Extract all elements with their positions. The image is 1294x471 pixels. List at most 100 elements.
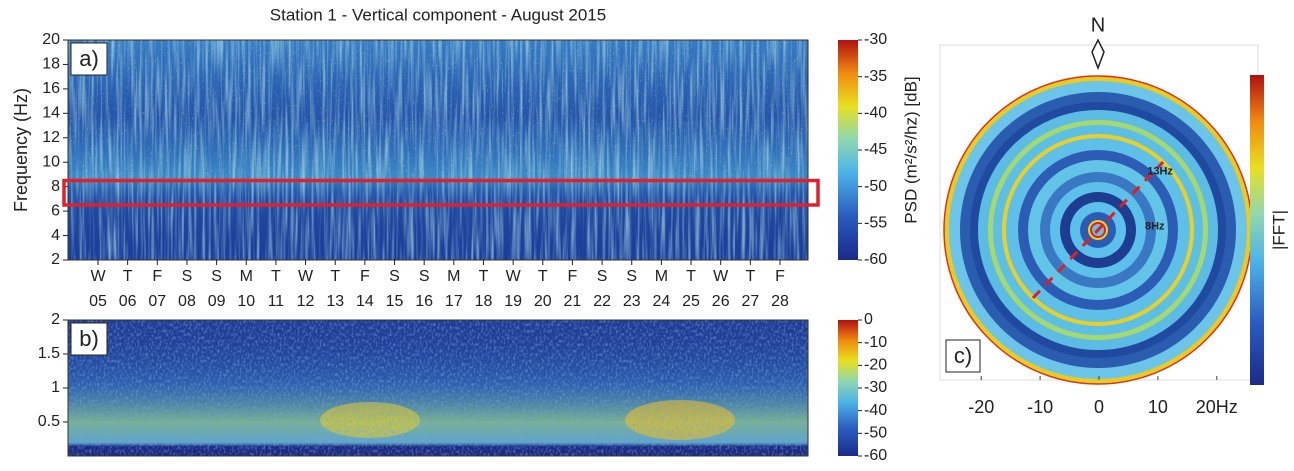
panel-label-box [70,322,108,356]
date-label: 17 [445,293,463,310]
north-label: N [1091,14,1105,36]
x-tick-label: 0 [1094,397,1104,417]
panel-a-image [68,40,808,260]
date-label: 28 [771,293,789,310]
y-axis-label: Frequency (Hz) [11,88,31,212]
north-arrow [1091,38,1105,71]
y-tick-label: 10 [42,153,60,170]
weekday-label: F [152,268,162,285]
colorbar-tick-label: -35 [864,68,887,85]
colorbar-label: PSD (m²/s²/hz) [dB] [901,76,920,223]
date-label: 08 [178,293,196,310]
colorbar-tick-label: -60 [864,447,887,464]
y-tick-label: 20 [42,31,60,48]
panel-label-box [70,42,108,76]
colorbar-label: |FFT| [1269,210,1288,250]
date-label: 18 [475,293,493,310]
colorbar-tick-label: -30 [864,31,887,48]
weekday-label: W [713,268,729,285]
y-tick-label: 6 [51,202,60,219]
weekday-label: W [90,268,106,285]
y-tick-label: 1 [51,379,60,396]
annotation: 13Hz [1147,165,1173,177]
date-label: 05 [89,293,107,310]
weekday-label: F [568,268,578,285]
weekday-label: F [775,268,785,285]
panel-label: a) [79,46,99,71]
date-label: 14 [356,293,374,310]
x-tick-label: 20Hz [1196,397,1238,417]
date-label: 16 [415,293,433,310]
colorbar-tick-label: -50 [864,178,887,195]
date-label: 20 [534,293,552,310]
y-tick-label: 16 [42,80,60,97]
date-label: 25 [682,293,700,310]
weekday-label: T [745,268,755,285]
weekday-label: M [240,268,253,285]
colorbar-tick-label: -30 [864,379,887,396]
x-tick-label: -20 [968,397,994,417]
date-label: 24 [652,293,670,310]
date-label: 23 [623,293,641,310]
weekday-label: T [123,268,133,285]
weekday-label: W [298,268,314,285]
weekday-label: T [271,268,281,285]
date-label: 27 [741,293,759,310]
colorbar-tick-label: -10 [864,334,887,351]
colorbar-tick-label: -20 [864,357,887,374]
date-label: 22 [593,293,611,310]
date-label: 26 [712,293,730,310]
colorbar-tick-label: 0 [864,311,873,328]
colorbar-tick-label: -45 [864,141,887,158]
y-tick-label: 1.5 [38,345,60,362]
colorbar-tick-label: -60 [864,251,887,268]
panel-label: c) [954,343,972,368]
panel-c-image [939,44,1259,385]
weekday-label: T [479,268,489,285]
weekday-label: W [506,268,522,285]
colorbar-c [1250,75,1264,385]
plot-frame [67,319,809,457]
weekday-label: S [182,268,193,285]
colorbar-tick-label: -40 [864,105,887,122]
colorbar-tick-label: -55 [864,215,887,232]
colorbar-tick-label: -40 [864,402,887,419]
weekday-label: M [447,268,460,285]
weekday-label: M [655,268,668,285]
date-label: 15 [386,293,404,310]
panel-label-box [945,339,981,373]
weekday-label: F [360,268,370,285]
y-tick-label: 18 [42,56,60,73]
panel-b-image [68,320,808,456]
y-tick-label: 12 [42,129,60,146]
date-label: 21 [564,293,582,310]
plot-frame [67,39,809,261]
weekday-label: T [330,268,340,285]
date-label: 13 [326,293,344,310]
weekday-label: S [597,268,608,285]
y-tick-label: 8 [51,178,60,195]
weekday-label: S [211,268,222,285]
date-label: 11 [268,293,285,310]
date-label: 19 [504,293,522,310]
panel-label: b) [79,326,99,351]
weekday-label: T [686,268,696,285]
y-tick-label: 2 [51,311,60,328]
x-tick-label: 10 [1148,397,1168,417]
y-tick-label: 4 [51,227,60,244]
chart-title: Station 1 - Vertical component - August … [270,5,606,24]
date-label: 06 [119,293,137,310]
y-tick-label: 14 [42,105,60,122]
annotation: 8Hz [1145,221,1165,233]
date-label: 07 [148,293,166,310]
weekday-label: S [389,268,400,285]
date-label: 10 [237,293,255,310]
weekday-label: S [419,268,430,285]
weekday-label: S [626,268,637,285]
date-label: 09 [208,293,226,310]
y-tick-label: 2 [51,251,60,268]
date-label: 12 [297,293,315,310]
y-tick-label: 0.5 [38,413,60,430]
highlight-band [62,178,820,207]
